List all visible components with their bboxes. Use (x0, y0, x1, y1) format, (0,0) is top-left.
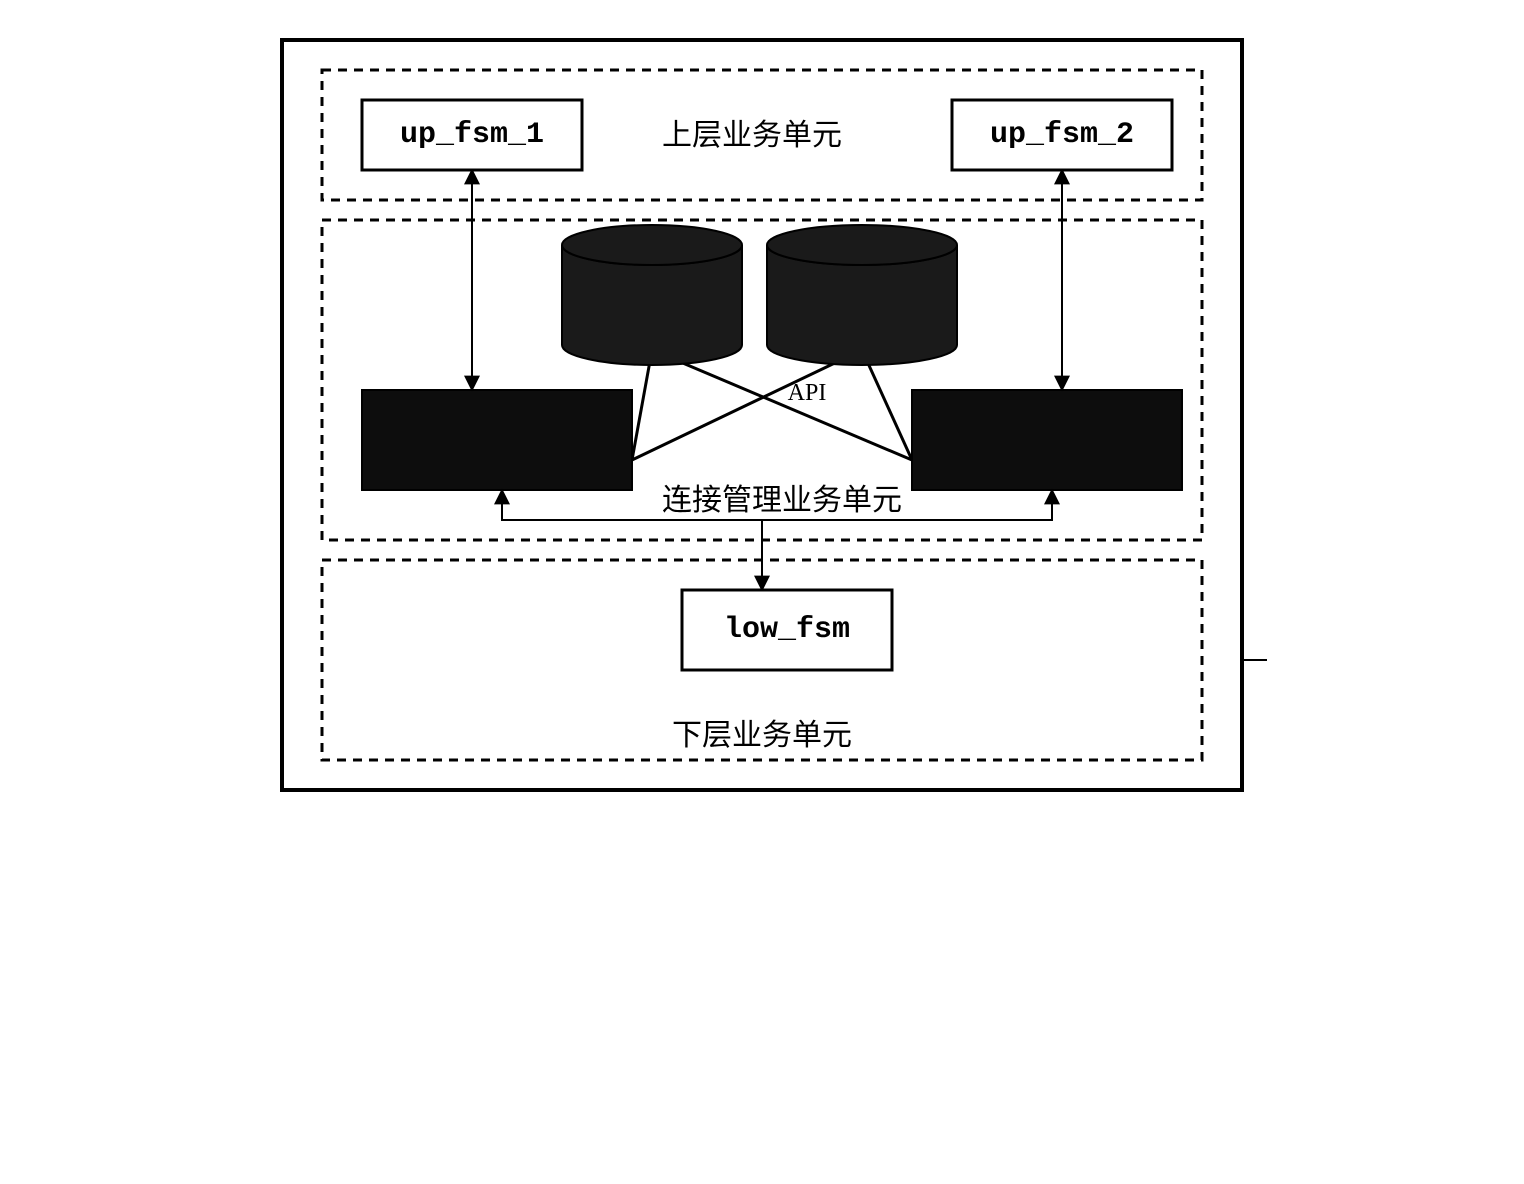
cylinder-cyl_right (767, 225, 957, 365)
box-up_fsm_2: up_fsm_2 (952, 100, 1172, 170)
box-label-up_fsm_1: up_fsm_1 (400, 118, 544, 152)
diagram-root: up_fsm_1 up_fsm_2 low_fsm 上层业务单元连接管理业务单元下层业… (20, 20, 1504, 810)
label-middle_label: 连接管理业务单元 (662, 484, 902, 517)
cross-line-2 (652, 350, 912, 460)
box-up_fsm_1: up_fsm_1 (362, 100, 582, 170)
block-rect_right (912, 390, 1182, 490)
cross-line-0 (632, 350, 652, 460)
box-low_fsm: low_fsm (682, 590, 892, 670)
cross-line-1 (632, 350, 862, 460)
box-label-low_fsm: low_fsm (724, 613, 850, 647)
label-upper_label: 上层业务单元 (662, 119, 842, 152)
label-api_label: API (788, 380, 827, 406)
block-rect_left (362, 390, 632, 490)
box-label-up_fsm_2: up_fsm_2 (990, 118, 1134, 152)
label-lower_label: 下层业务单元 (672, 719, 852, 752)
cylinder-cyl_left (562, 225, 742, 365)
diagram-svg: up_fsm_1 up_fsm_2 low_fsm 上层业务单元连接管理业务单元下层业… (252, 20, 1272, 810)
